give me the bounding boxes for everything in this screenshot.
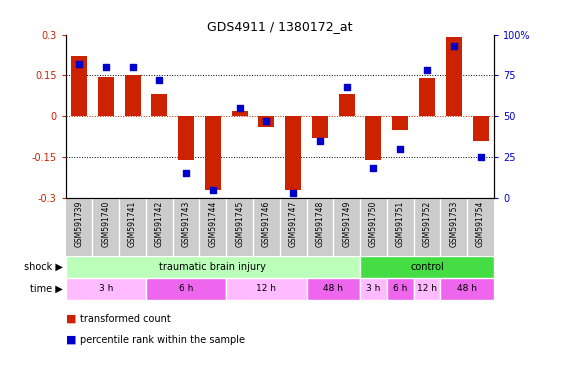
Bar — [419, 78, 435, 116]
Text: 12 h: 12 h — [417, 284, 437, 293]
Bar — [387, 278, 413, 300]
Text: GSM591751: GSM591751 — [396, 201, 405, 247]
Point — [369, 166, 378, 172]
Text: 3 h: 3 h — [366, 284, 381, 293]
Point — [262, 118, 271, 124]
Text: GSM591753: GSM591753 — [449, 201, 459, 247]
Bar — [258, 116, 275, 127]
Text: percentile rank within the sample: percentile rank within the sample — [80, 335, 245, 345]
Bar — [151, 94, 167, 116]
Text: 3 h: 3 h — [99, 284, 113, 293]
Bar — [226, 278, 307, 300]
Text: time ▶: time ▶ — [30, 284, 63, 294]
Text: GSM591743: GSM591743 — [182, 201, 191, 247]
Text: GSM591752: GSM591752 — [423, 201, 432, 247]
Text: GSM591745: GSM591745 — [235, 201, 244, 247]
Point — [74, 61, 83, 67]
Point — [208, 187, 218, 193]
Point — [476, 154, 485, 160]
Text: GSM591748: GSM591748 — [315, 201, 324, 247]
Text: ■: ■ — [66, 314, 80, 324]
Text: GSM591740: GSM591740 — [101, 201, 110, 247]
Text: GSM591746: GSM591746 — [262, 201, 271, 247]
Text: GSM591739: GSM591739 — [75, 201, 83, 247]
Point — [235, 105, 244, 111]
Bar — [312, 116, 328, 138]
Bar — [66, 278, 146, 300]
Bar — [307, 278, 360, 300]
Bar — [392, 116, 408, 130]
Text: GSM591750: GSM591750 — [369, 201, 378, 247]
Point — [128, 64, 137, 70]
Bar — [146, 278, 226, 300]
Point — [155, 77, 164, 83]
Bar — [205, 116, 221, 190]
Bar — [178, 116, 194, 160]
Bar — [71, 56, 87, 116]
Bar — [473, 116, 489, 141]
Text: GSM591741: GSM591741 — [128, 201, 137, 247]
Text: GSM591754: GSM591754 — [476, 201, 485, 247]
Point — [423, 68, 432, 74]
Point — [342, 84, 351, 90]
Text: 6 h: 6 h — [179, 284, 194, 293]
Bar — [440, 278, 494, 300]
Bar — [360, 256, 494, 278]
Bar — [413, 278, 440, 300]
Text: GSM591744: GSM591744 — [208, 201, 218, 247]
Point — [396, 146, 405, 152]
Text: 12 h: 12 h — [256, 284, 276, 293]
Bar — [66, 256, 360, 278]
Point — [182, 170, 191, 177]
Text: shock ▶: shock ▶ — [24, 262, 63, 272]
Bar — [285, 116, 301, 190]
Text: GSM591747: GSM591747 — [289, 201, 297, 247]
Text: GSM591742: GSM591742 — [155, 201, 164, 247]
Text: control: control — [410, 262, 444, 272]
Bar — [360, 278, 387, 300]
Title: GDS4911 / 1380172_at: GDS4911 / 1380172_at — [207, 20, 352, 33]
Text: ■: ■ — [66, 335, 80, 345]
Point — [288, 190, 297, 196]
Point — [101, 64, 110, 70]
Bar — [124, 75, 140, 116]
Text: GSM591749: GSM591749 — [342, 201, 351, 247]
Text: 48 h: 48 h — [457, 284, 477, 293]
Text: traumatic brain injury: traumatic brain injury — [159, 262, 266, 272]
Point — [449, 43, 459, 49]
Bar — [98, 77, 114, 116]
Text: 6 h: 6 h — [393, 284, 408, 293]
Bar — [232, 111, 248, 116]
Point — [315, 137, 324, 144]
Text: 48 h: 48 h — [323, 284, 343, 293]
Bar — [365, 116, 381, 160]
Text: transformed count: transformed count — [80, 314, 171, 324]
Bar — [446, 37, 462, 116]
Bar — [339, 94, 355, 116]
